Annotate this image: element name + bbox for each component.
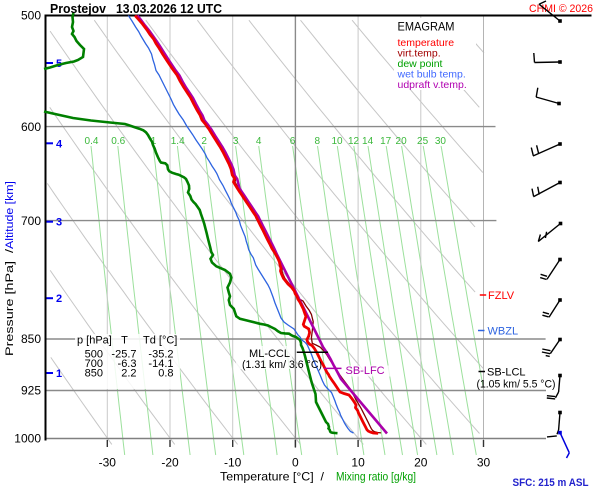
svg-text:-6.3: -6.3 [118,358,137,370]
svg-text:600: 600 [21,120,41,134]
svg-text:10: 10 [331,136,343,147]
svg-text:3: 3 [56,217,62,229]
svg-text:Altitude [km]: Altitude [km] [4,181,16,249]
svg-text:700: 700 [85,358,103,370]
svg-text:T: T [121,335,128,347]
svg-text:-30: -30 [99,456,117,470]
svg-text:30: 30 [435,136,447,147]
svg-text:850: 850 [85,368,103,380]
svg-text:1: 1 [151,136,157,147]
svg-text:udpraft v.temp.: udpraft v.temp. [398,79,467,91]
svg-text:-10: -10 [224,456,242,470]
svg-text:20: 20 [396,136,408,147]
svg-text:30: 30 [477,456,491,470]
svg-text:(1.31 km/ 3.6 °C): (1.31 km/ 3.6 °C) [242,359,322,371]
svg-text:-20: -20 [161,456,179,470]
svg-text:p [hPa]: p [hPa] [77,335,112,347]
svg-text:925: 925 [21,384,41,398]
svg-text:1000: 1000 [14,432,41,446]
svg-text:17: 17 [380,136,392,147]
svg-text:ML-CCL: ML-CCL [249,348,290,360]
svg-text:500: 500 [85,349,103,361]
svg-text:8: 8 [315,136,321,147]
svg-text:SFC: 215 m ASL: SFC: 215 m ASL [513,477,589,489]
svg-text:SB-LCL: SB-LCL [487,367,526,379]
svg-text:0.4: 0.4 [85,136,99,147]
svg-text:2: 2 [56,293,62,305]
svg-text:4: 4 [256,136,262,147]
svg-text:20: 20 [414,456,428,470]
svg-text:14: 14 [362,136,374,147]
svg-text:Mixing ratio [g/kg]: Mixing ratio [g/kg] [336,470,416,484]
svg-text:virt.temp.: virt.temp. [398,48,441,60]
svg-text:0: 0 [292,456,299,470]
svg-text:13.03.2026 12 UTC: 13.03.2026 12 UTC [116,2,222,16]
svg-text:850: 850 [21,332,41,346]
svg-text:0.8: 0.8 [158,368,173,380]
svg-text:CHMI © 2026: CHMI © 2026 [529,3,593,15]
svg-text:SB-LFC: SB-LFC [346,365,385,377]
svg-text:Prostejov: Prostejov [50,2,106,16]
svg-text:0.6: 0.6 [111,136,125,147]
svg-text:Temperature [°C] /: Temperature [°C] / [220,470,325,484]
svg-text:FZLV: FZLV [488,290,515,302]
svg-text:1.4: 1.4 [171,136,185,147]
svg-text:-35.2: -35.2 [148,349,173,361]
svg-text:dew point: dew point [398,58,443,70]
svg-text:wet bulb temp.: wet bulb temp. [397,69,466,81]
svg-text:Td [°C]: Td [°C] [143,335,177,347]
svg-text:-25.7: -25.7 [111,349,136,361]
svg-text:3: 3 [233,136,239,147]
svg-text:4: 4 [56,138,63,150]
svg-text:1: 1 [56,368,62,380]
svg-text:500: 500 [21,9,41,23]
svg-text:-14.1: -14.1 [148,358,173,370]
svg-text:700: 700 [21,214,41,228]
svg-text:12: 12 [348,136,360,147]
svg-text:6: 6 [290,136,296,147]
svg-text:25: 25 [417,136,429,147]
svg-text:WBZL: WBZL [488,326,519,338]
svg-text:2.2: 2.2 [121,368,136,380]
svg-text:temperature: temperature [398,37,455,49]
svg-text:Pressure [hPa] /: Pressure [hPa] / [4,248,16,356]
svg-text:(1.05 km/ 5.5 °C): (1.05 km/ 5.5 °C) [477,379,556,391]
svg-text:10: 10 [351,456,365,470]
svg-text:2: 2 [201,136,207,147]
svg-text:EMAGRAM: EMAGRAM [398,22,455,34]
